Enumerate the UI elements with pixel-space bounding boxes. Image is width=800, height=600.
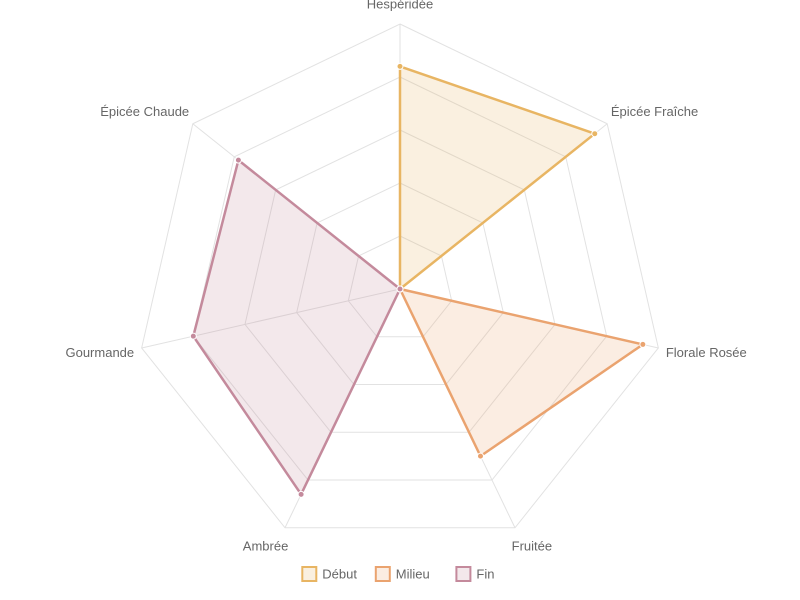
- series-3-point-5[interactable]: [297, 490, 305, 498]
- legend-label-1: Début: [322, 567, 357, 582]
- axis-label-3: Florale Rosée: [666, 345, 747, 360]
- series-1-point-2[interactable]: [591, 130, 599, 138]
- axis-labels: Hespéridée Épicée Fraîche Florale Rosée Fru…: [65, 0, 746, 553]
- grid-ring-2: [296, 182, 504, 386]
- radar-grid: [141, 23, 659, 529]
- series-3-point-4[interactable]: [396, 285, 404, 293]
- series-2-point-3[interactable]: [639, 340, 647, 348]
- legend-item-2[interactable]: Milieu: [374, 566, 430, 582]
- grid-ring-3: [244, 129, 556, 433]
- axis-label-6: Gourmande: [65, 345, 134, 360]
- series-2-point-4[interactable]: [476, 452, 484, 460]
- legend-swatch-2: [374, 566, 391, 582]
- axis-label-4: Fruitée: [512, 538, 552, 553]
- legend-swatch-1: [301, 566, 318, 582]
- legend-item-1[interactable]: Début: [301, 566, 357, 582]
- grid-ring-5: [141, 23, 659, 529]
- spoke-6: [141, 288, 401, 349]
- series-area-2: [398, 287, 645, 458]
- series-1-point-1[interactable]: [396, 62, 404, 70]
- grid-ring-4: [192, 76, 608, 481]
- legend: Début Milieu Fin: [301, 566, 494, 582]
- legend-label-2: Milieu: [396, 567, 430, 582]
- axis-label-2: Épicée Fraîche: [611, 104, 698, 119]
- legend-swatch-3: [455, 566, 472, 582]
- axis-label-1: Hespéridée: [367, 0, 434, 12]
- series-3-point-7[interactable]: [234, 156, 242, 164]
- series-area-1: [398, 65, 597, 291]
- axis-label-5: Ambrée: [243, 538, 289, 553]
- radar-series: [189, 62, 647, 498]
- grid-ring-1: [347, 235, 453, 338]
- series-area-3: [192, 158, 402, 496]
- legend-label-3: Fin: [476, 567, 494, 582]
- series-3-point-6[interactable]: [189, 332, 197, 340]
- legend-item-3[interactable]: Fin: [455, 566, 494, 582]
- axis-label-7: Épicée Chaude: [100, 104, 189, 119]
